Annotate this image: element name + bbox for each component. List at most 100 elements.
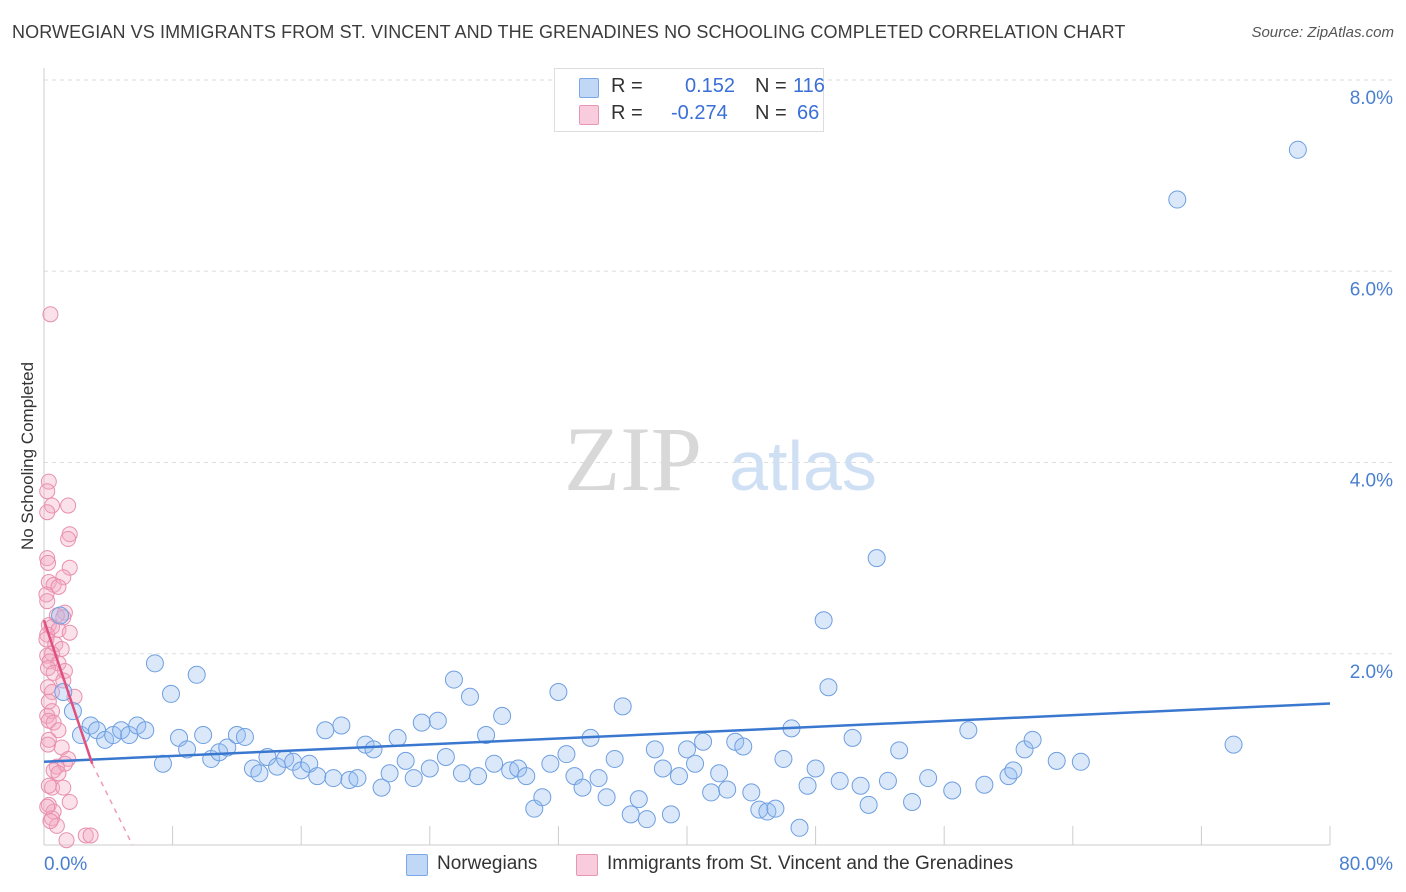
data-point-norwegians [549,683,568,701]
data-point-norwegians [669,767,688,786]
x-tick-label: 0.0% [44,854,87,875]
data-point-norwegians [686,754,705,773]
data-point-immigrants [77,827,94,844]
data-point-norwegians [380,764,399,783]
data-point-norwegians [51,606,70,625]
data-point-norwegians [774,749,793,768]
data-point-immigrants [61,624,78,641]
data-point-norwegians [798,776,817,795]
series-immigrants-points [38,306,99,849]
data-point-immigrants [50,578,67,595]
gridlines [44,79,1392,655]
y-tick-label: 6.0% [1350,279,1393,300]
data-point-norwegians [485,754,504,773]
data-point-immigrants [60,531,77,547]
data-point-norwegians [1168,190,1187,209]
data-point-immigrants [44,703,61,720]
data-point-norwegians [250,764,269,783]
data-point-immigrants [61,559,78,576]
data-point-norwegians [557,745,576,764]
data-point-norwegians [178,740,197,759]
data-point-norwegians [145,654,164,673]
legend-swatch-blue [579,78,599,98]
data-point-immigrants [40,554,57,571]
data-point-norwegians [629,790,648,809]
n-value: 66 [797,102,820,124]
data-point-immigrants [58,832,75,849]
data-point-norwegians [637,810,656,829]
data-point-norwegians [1047,751,1066,770]
data-point-norwegians [867,549,886,568]
data-point-immigrants [40,777,57,794]
data-point-norwegians [428,711,447,730]
data-point-norwegians [589,769,608,788]
data-point-norwegians [396,751,415,770]
data-point-norwegians [444,670,463,689]
n-value: 116 [793,75,825,97]
data-point-immigrants [39,504,56,521]
data-point-norwegians [678,740,696,759]
data-point-immigrants [40,736,57,753]
series-legend: Norwegians Immigrants from St. Vincent a… [0,852,1406,878]
data-point-norwegians [308,767,327,786]
data-point-immigrants [42,813,59,830]
source-label: Source: ZipAtlas.com [1251,24,1394,41]
data-point-norwegians [943,781,962,800]
r-label: R = [611,75,643,97]
legend-swatch-immigrants [576,854,598,876]
data-point-norwegians [1071,752,1090,771]
data-point-norwegians [621,805,640,824]
data-point-immigrants [45,714,62,731]
data-point-norwegians [136,721,155,740]
data-point-norwegians [436,748,455,767]
data-point-norwegians [653,759,672,778]
data-point-norwegians [919,769,938,788]
data-point-immigrants [39,550,56,567]
data-point-norwegians [452,764,471,783]
data-point-norwegians [766,799,785,818]
data-point-norwegians [718,780,737,799]
data-point-norwegians [332,716,351,735]
data-point-norwegians [477,726,496,745]
data-point-immigrants [50,722,67,739]
y-tick-label: 4.0% [1350,471,1393,492]
series-norwegians-points [51,140,1307,837]
data-point-norwegians [533,788,552,807]
data-point-norwegians [790,818,809,837]
data-point-norwegians [235,727,254,746]
x-tick-label: 80.0% [1339,854,1393,875]
data-point-norwegians [694,732,713,751]
data-point-norwegians [605,749,624,768]
data-point-norwegians [859,795,878,814]
r-label: R = [611,102,643,124]
data-point-immigrants [60,497,77,514]
legend-label-norwegians: Norwegians [437,853,538,874]
trend-line-immigrants [42,619,94,765]
data-point-norwegians [959,721,978,740]
watermark-atlas: atlas [729,427,877,505]
data-point-norwegians [734,737,753,756]
data-point-norwegians [372,778,391,797]
data-point-norwegians [742,783,761,802]
watermark: ZIP atlas [564,408,877,510]
data-point-norwegians [348,769,367,788]
trend-line-norwegians [43,702,1331,764]
data-point-norwegians [364,740,383,759]
data-point-norwegians [999,767,1018,786]
data-point-norwegians [613,697,632,716]
trend-lines [42,619,1331,846]
data-point-norwegians [460,687,479,706]
data-point-norwegians [878,771,897,790]
data-point-norwegians [903,792,922,811]
data-point-immigrants [39,483,56,500]
data-point-norwegians [412,713,431,732]
axes [43,68,1331,846]
data-point-norwegians [1224,735,1243,754]
data-point-norwegians [597,788,616,807]
legend-swatch-pink [579,105,599,125]
data-point-norwegians [420,759,439,778]
data-point-immigrants [82,827,99,844]
data-point-norwegians [851,776,870,795]
trend-line-immigrants-extension [91,763,134,846]
